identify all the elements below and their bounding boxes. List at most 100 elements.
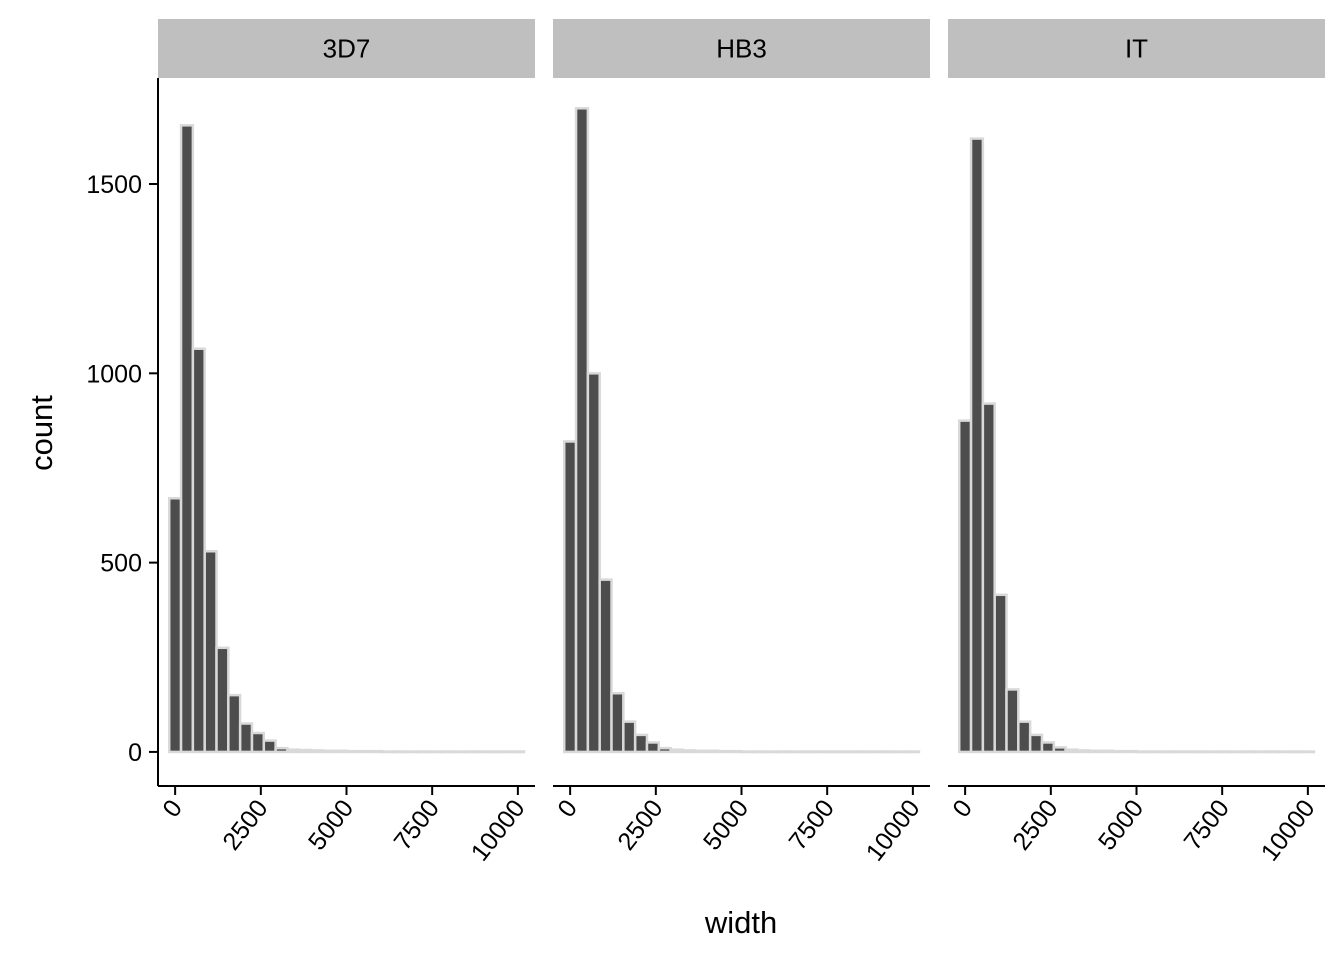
histogram-bar-HB3-6 (633, 733, 649, 754)
histogram-bar-HB3-22 (823, 750, 838, 754)
histogram-bar-3D7-22 (428, 750, 443, 754)
histogram-bar-3D7-12 (309, 749, 325, 754)
histogram-bar-IT-29 (1300, 750, 1316, 754)
facet-strip-2 (948, 19, 1325, 78)
histogram-bar-3D7-10 (286, 748, 301, 754)
histogram-bar-3D7-19 (392, 750, 407, 754)
x-axis-title: width (704, 905, 777, 940)
facet-label-2: IT (1125, 34, 1148, 64)
histogram-bar-3D7-18 (380, 750, 396, 754)
histogram-bar-IT-7 (1040, 741, 1056, 754)
histogram-bar-3D7-8 (262, 739, 277, 754)
histogram-bar-HB3-28 (894, 750, 909, 754)
y-axis-title: count (24, 395, 59, 471)
x-tick-label-1-1: 2500 (612, 794, 668, 855)
histogram-bar-3D7-23 (439, 750, 455, 754)
y-tick-label-1: 500 (100, 550, 142, 578)
histogram-bar-3D7-4 (215, 646, 230, 754)
histogram-bar-3D7-6 (238, 722, 254, 754)
histogram-bar-3D7-2 (191, 347, 206, 754)
histogram-bar-IT-20 (1194, 750, 1209, 754)
x-tick-label-2-0: 0 (947, 794, 978, 822)
facet-label-0: 3D7 (323, 34, 371, 64)
x-tick-label-2-4: 10000 (1256, 794, 1321, 866)
histogram-bar-HB3-14 (728, 749, 743, 754)
facet-strip-0 (158, 19, 535, 78)
histogram-bar-HB3-15 (740, 750, 755, 754)
histogram-bar-IT-21 (1206, 750, 1221, 754)
histogram-bar-IT-27 (1277, 750, 1292, 754)
histogram-bar-HB3-17 (763, 750, 779, 754)
histogram-bar-IT-9 (1064, 748, 1079, 754)
x-tick-label-2-3: 7500 (1179, 794, 1235, 855)
histogram-bar-3D7-26 (475, 750, 490, 754)
histogram-bar-IT-14 (1123, 749, 1138, 754)
histogram-bar-HB3-21 (811, 750, 826, 754)
histogram-bar-IT-19 (1182, 750, 1197, 754)
histogram-bar-IT-2 (981, 402, 996, 754)
x-tick-label-2-1: 2500 (1007, 794, 1063, 855)
x-tick-label-0-4: 10000 (466, 794, 531, 866)
x-tick-label-0-1: 2500 (217, 794, 273, 855)
histogram-bar-IT-16 (1147, 750, 1162, 754)
histogram-bar-3D7-14 (333, 749, 348, 754)
histogram-bar-HB3-4 (610, 691, 625, 754)
histogram-bar-HB3-8 (657, 746, 672, 754)
histogram-bar-3D7-21 (416, 750, 431, 754)
x-tick-label-1-4: 10000 (861, 794, 926, 866)
histogram-bar-HB3-9 (669, 748, 684, 754)
histogram-bar-IT-13 (1111, 749, 1127, 754)
x-tick-label-0-0: 0 (157, 794, 188, 822)
histogram-bar-3D7-20 (404, 750, 419, 754)
facet-label-1: HB3 (716, 34, 767, 64)
histogram-bar-HB3-20 (799, 750, 814, 754)
histogram-bar-IT-22 (1218, 750, 1233, 754)
histogram-bar-HB3-3 (598, 578, 613, 754)
histogram-bar-HB3-12 (704, 749, 720, 754)
histogram-bar-3D7-16 (357, 749, 372, 754)
histogram-bar-IT-28 (1289, 750, 1304, 754)
histogram-bar-HB3-13 (716, 749, 732, 754)
histogram-bar-IT-8 (1052, 746, 1067, 754)
histogram-bar-HB3-2 (586, 372, 601, 754)
x-tick-label-1-3: 7500 (784, 794, 840, 855)
x-tick-label-1-0: 0 (552, 794, 583, 822)
histogram-bar-3D7-25 (463, 750, 478, 754)
histogram-bar-HB3-16 (752, 750, 767, 754)
histogram-bar-IT-3 (993, 593, 1008, 754)
histogram-bar-IT-0 (957, 419, 973, 754)
y-tick-label-0: 0 (128, 739, 142, 767)
histogram-bar-HB3-23 (834, 750, 850, 754)
histogram-bar-HB3-10 (681, 749, 696, 754)
histogram-bar-HB3-0 (562, 440, 578, 754)
x-tick-label-0-3: 7500 (389, 794, 445, 855)
histogram-bar-3D7-7 (250, 731, 266, 754)
x-tick-label-2-2: 5000 (1093, 794, 1149, 855)
histogram-bar-IT-24 (1241, 750, 1257, 754)
histogram-bar-IT-15 (1135, 750, 1150, 754)
x-tick-label-1-2: 5000 (698, 794, 754, 855)
histogram-bar-IT-26 (1265, 750, 1280, 754)
histogram-bar-3D7-0 (167, 497, 183, 754)
histogram-bar-HB3-26 (870, 750, 885, 754)
histogram-bar-HB3-7 (645, 741, 661, 754)
histogram-bar-HB3-29 (905, 750, 921, 754)
facet-strip-1 (553, 19, 930, 78)
histogram-bar-3D7-3 (203, 550, 218, 754)
histogram-bar-IT-18 (1170, 750, 1186, 754)
histogram-bar-HB3-25 (858, 750, 873, 754)
histogram-bar-3D7-13 (321, 749, 337, 754)
histogram-bar-IT-17 (1158, 750, 1174, 754)
histogram-bar-3D7-27 (487, 750, 502, 754)
histogram-bar-HB3-24 (846, 750, 862, 754)
histogram-bar-HB3-18 (775, 750, 791, 754)
histogram-bar-IT-12 (1099, 749, 1115, 754)
histogram-bar-HB3-5 (622, 720, 637, 754)
histogram-bar-IT-6 (1028, 733, 1044, 754)
histogram-bar-IT-1 (969, 137, 985, 754)
histogram-bar-3D7-24 (451, 750, 467, 754)
histogram-bar-HB3-19 (787, 750, 802, 754)
histogram-bar-3D7-15 (345, 749, 360, 754)
histogram-bar-HB3-27 (882, 750, 897, 754)
